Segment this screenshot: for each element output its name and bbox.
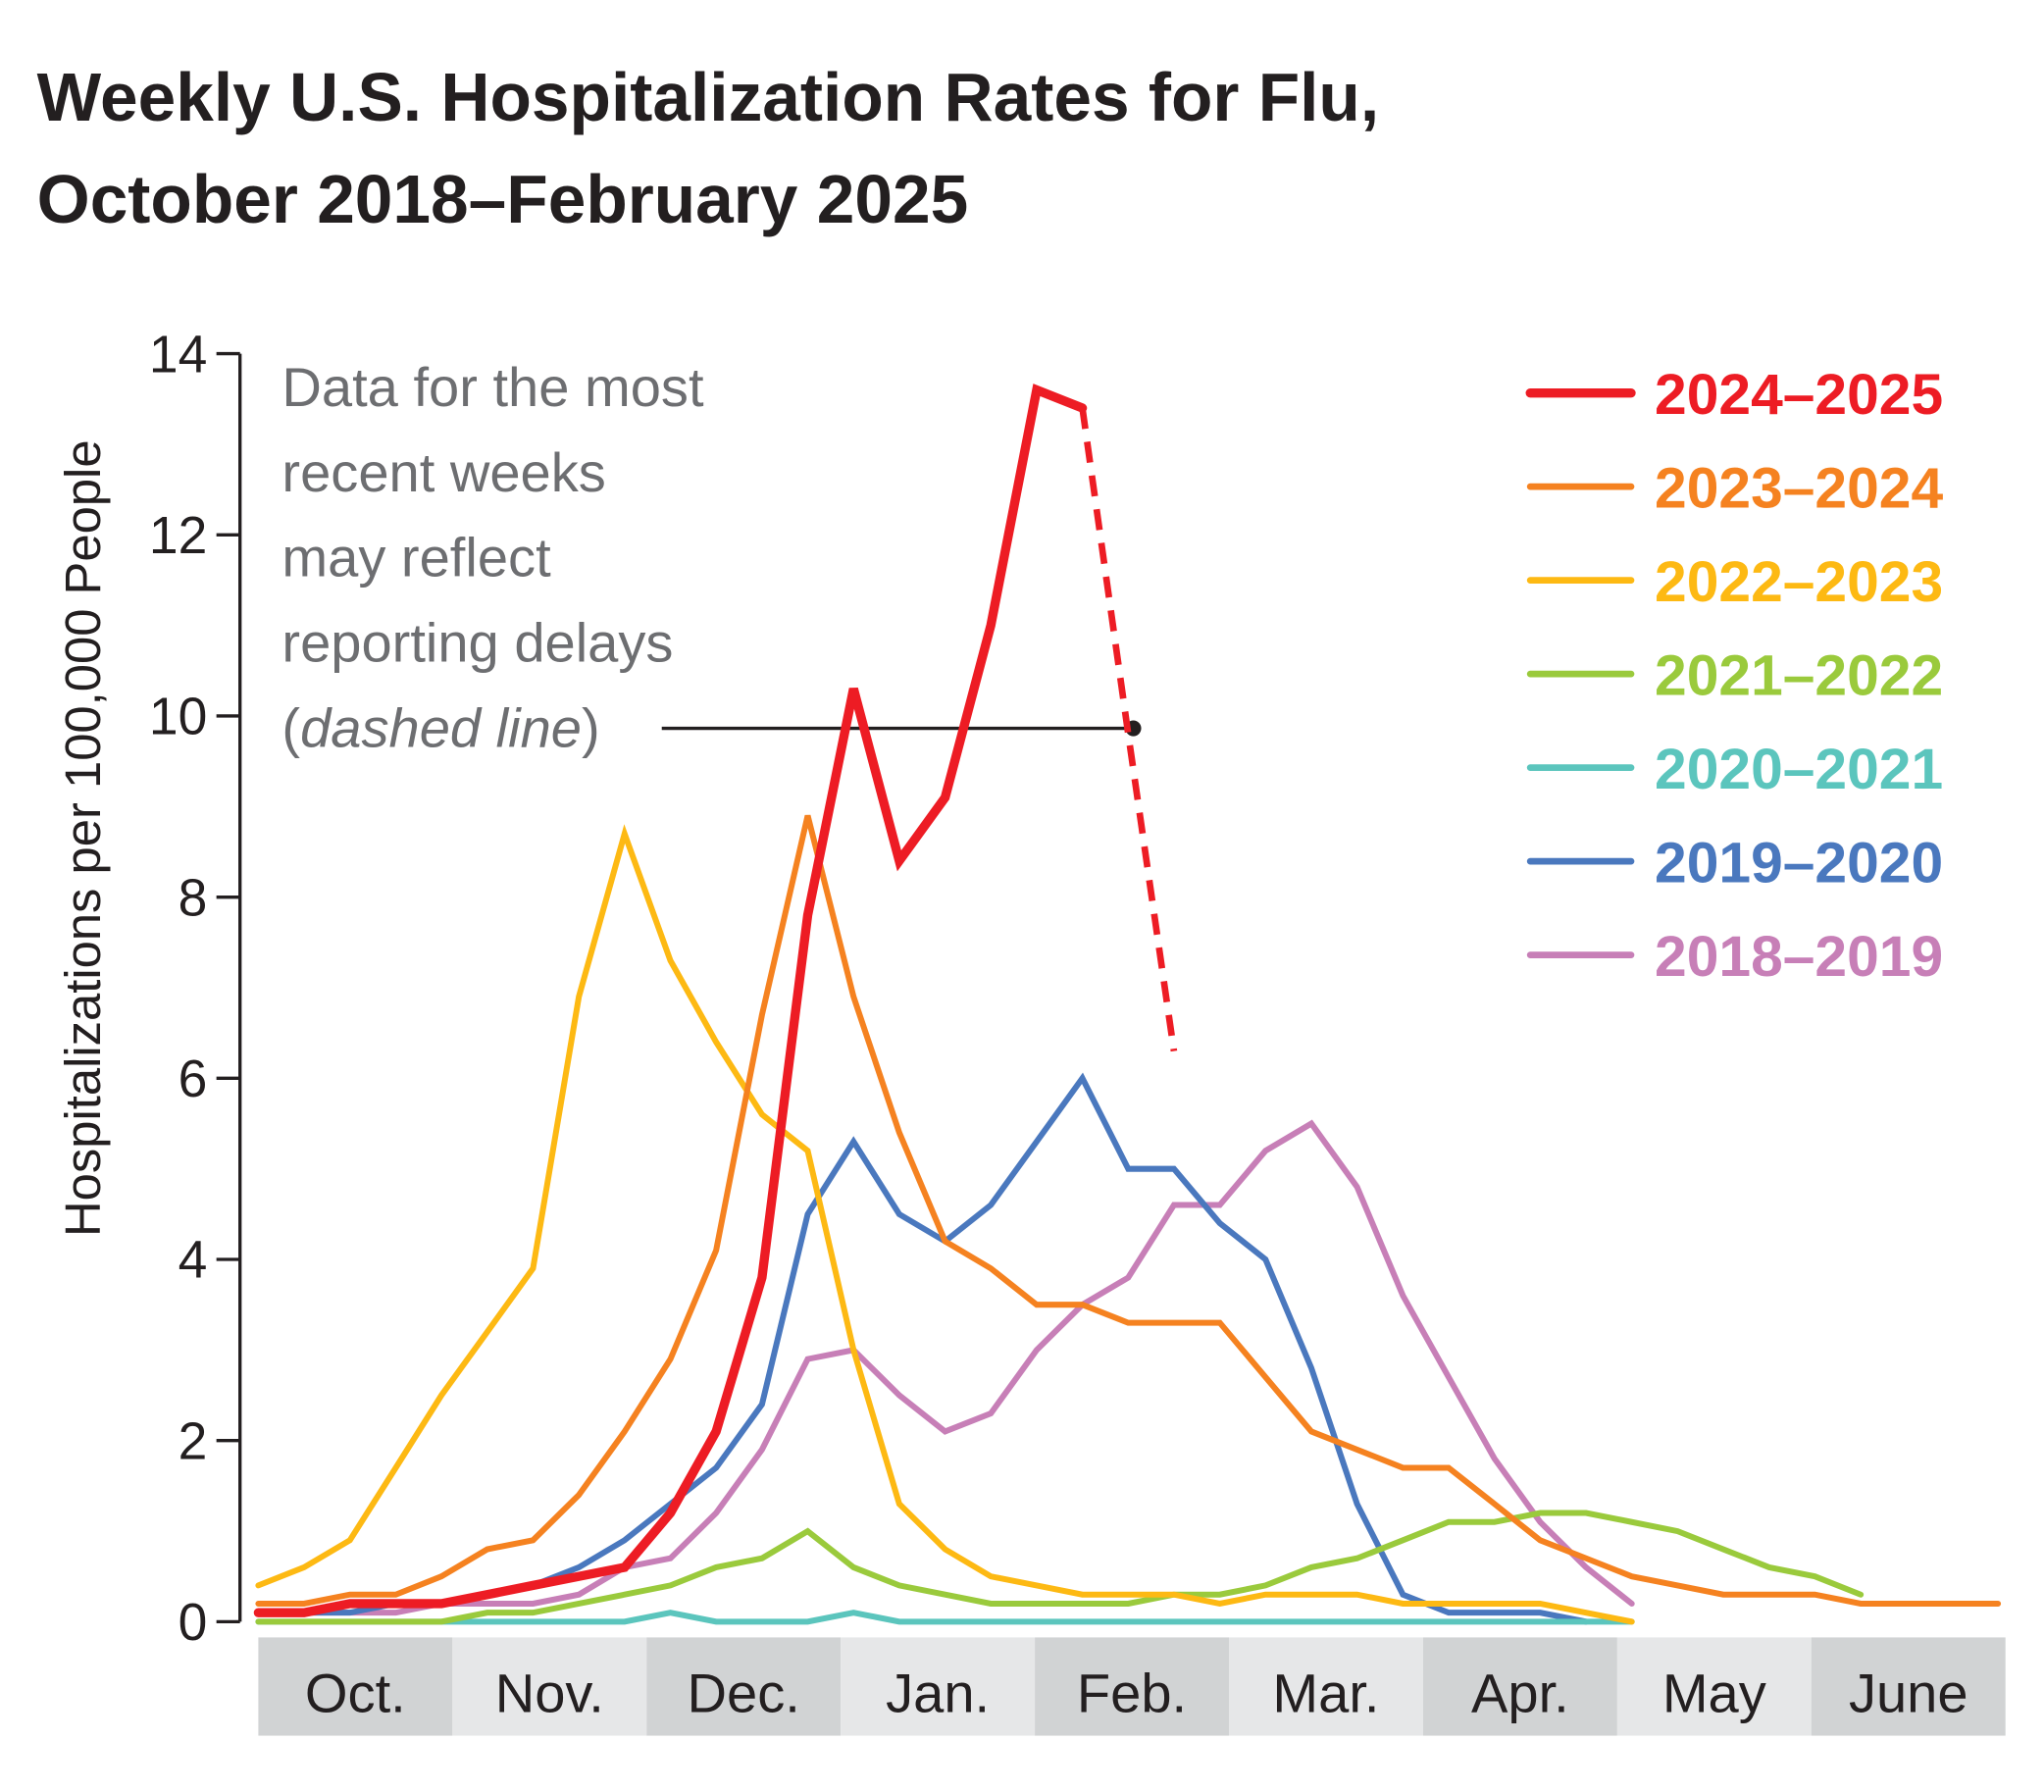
x-tick-label: Jan.: [886, 1663, 990, 1724]
annotation-line-4: reporting delays: [281, 611, 673, 673]
legend-label: 2023–2024: [1655, 457, 1943, 521]
legend-label: 2019–2020: [1655, 831, 1943, 895]
x-tick-label: Nov.: [495, 1663, 604, 1724]
legend-item: 2019–2020: [1526, 831, 1943, 895]
series-lines: [253, 384, 2002, 1625]
month-band: [1422, 1637, 1617, 1736]
x-tick-label: Feb.: [1077, 1663, 1187, 1724]
y-tick-label: 10: [149, 689, 207, 746]
y-tick-label: 6: [179, 1050, 208, 1108]
chart-title-line-2: October 2018–February 2025: [37, 161, 969, 237]
series-line-2022–2023: [255, 824, 1635, 1625]
legend-item: 2024–2025: [1525, 363, 1943, 427]
legend-label: 2024–2025: [1655, 363, 1943, 427]
x-tick-label: Dec.: [688, 1663, 800, 1724]
y-axis-label: Hospitalizations per 100,000 People: [55, 439, 111, 1237]
annotation-line-1: Data for the most: [281, 356, 704, 418]
legend-label: 2018–2019: [1655, 925, 1943, 989]
legend-label: 2020–2021: [1655, 738, 1943, 801]
y-axis: 0 2 4 6 8 10 12 14: [149, 326, 242, 1652]
x-tick-label: Mar.: [1272, 1663, 1379, 1724]
month-bands: Oct. Nov. Dec. Jan. Feb. Mar. Apr. May June: [258, 1637, 2006, 1736]
month-band: [258, 1637, 453, 1736]
y-tick-label: 2: [179, 1412, 208, 1470]
y-tick-label: 4: [179, 1232, 208, 1290]
x-tick-label: June: [1849, 1663, 1968, 1724]
y-tick-label: 8: [179, 869, 208, 927]
x-tick-label: Oct.: [305, 1663, 406, 1724]
month-band: [452, 1637, 647, 1736]
y-tick-label: 0: [179, 1594, 208, 1652]
legend-item: 2021–2022: [1526, 643, 1943, 707]
legend-item: 2020–2021: [1526, 738, 1943, 801]
month-band: [1035, 1637, 1230, 1736]
annotation-italic: dashed line: [300, 696, 582, 758]
month-band: [1229, 1637, 1423, 1736]
x-tick-label: Apr.: [1471, 1663, 1569, 1724]
series-line-2019–2020: [255, 1072, 1590, 1625]
annotation-line-2: recent weeks: [281, 441, 605, 503]
y-tick-label: 12: [149, 507, 207, 565]
legend: 2024–2025 2023–2024 2022–2023 2021–2022 2020…: [1525, 363, 1943, 989]
series-line-2018–2019: [255, 1119, 1635, 1616]
series-line-2024–2025: [253, 384, 1088, 1617]
y-tick-label: 14: [149, 326, 207, 384]
legend-item: 2018–2019: [1526, 925, 1943, 989]
month-band: [1616, 1637, 1812, 1736]
series-line-2021–2022: [255, 1510, 1865, 1625]
legend-label: 2021–2022: [1655, 643, 1943, 707]
annotation: Data for the most recent weeks may refle…: [281, 356, 1142, 758]
annotation-paren-close: ): [582, 696, 600, 758]
series-dashed-line-2024–2025: [1079, 407, 1178, 1052]
month-band: [841, 1637, 1036, 1736]
annotation-line-5: (dashed line): [281, 696, 599, 758]
month-band: [646, 1637, 842, 1736]
legend-item: 2023–2024: [1526, 457, 1943, 521]
series-line-2020–2021: [255, 1610, 1635, 1625]
series-line-2023–2024: [255, 814, 2002, 1607]
legend-label: 2022–2023: [1655, 550, 1943, 614]
annotation-line-3: may reflect: [281, 527, 551, 589]
month-band: [1811, 1637, 2006, 1736]
chart-title-line-1: Weekly U.S. Hospitalization Rates for Fl…: [37, 59, 1379, 135]
annotation-paren-open: (: [281, 696, 300, 758]
legend-item: 2022–2023: [1526, 550, 1943, 614]
x-tick-label: May: [1662, 1663, 1766, 1724]
